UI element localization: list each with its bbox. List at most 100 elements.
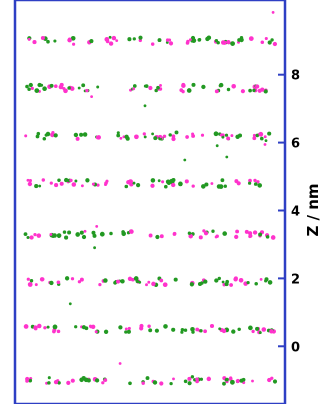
data-point bbox=[96, 85, 100, 89]
data-point bbox=[26, 235, 30, 240]
data-point bbox=[79, 132, 84, 137]
data-point bbox=[199, 329, 203, 333]
data-point bbox=[147, 280, 151, 284]
data-point bbox=[28, 82, 33, 88]
data-point bbox=[217, 276, 221, 281]
data-point bbox=[53, 133, 58, 138]
data-point bbox=[183, 158, 187, 162]
data-point bbox=[29, 279, 34, 283]
data-point bbox=[162, 282, 168, 288]
data-point bbox=[94, 330, 98, 334]
data-point bbox=[157, 38, 162, 43]
data-point bbox=[72, 42, 76, 46]
data-point bbox=[81, 325, 86, 330]
data-point bbox=[233, 277, 238, 282]
data-point bbox=[74, 325, 78, 329]
data-point bbox=[264, 36, 268, 41]
data-point bbox=[28, 179, 32, 183]
data-point bbox=[165, 38, 170, 42]
data-point bbox=[255, 326, 260, 331]
data-point bbox=[23, 324, 29, 329]
data-point bbox=[239, 378, 244, 383]
data-point bbox=[267, 40, 272, 45]
data-point bbox=[200, 133, 205, 137]
data-point bbox=[236, 181, 241, 186]
data-point bbox=[272, 41, 278, 47]
data-point bbox=[138, 35, 143, 40]
data-point bbox=[230, 134, 234, 138]
data-point bbox=[253, 182, 258, 186]
data-point bbox=[98, 282, 102, 287]
data-point bbox=[203, 329, 207, 334]
data-point bbox=[186, 39, 190, 44]
data-point bbox=[62, 230, 67, 234]
data-point bbox=[118, 325, 123, 330]
data-point bbox=[187, 376, 192, 381]
data-point bbox=[47, 376, 51, 380]
data-point bbox=[259, 277, 263, 281]
data-point bbox=[230, 41, 235, 46]
data-point bbox=[251, 379, 254, 383]
data-point bbox=[261, 327, 267, 332]
data-point bbox=[271, 11, 275, 14]
data-point bbox=[116, 131, 120, 135]
data-point bbox=[205, 36, 210, 42]
data-point bbox=[151, 132, 155, 136]
data-point bbox=[162, 134, 167, 139]
data-point bbox=[185, 135, 189, 139]
data-point bbox=[116, 279, 120, 284]
data-point bbox=[36, 233, 42, 238]
data-point bbox=[151, 281, 156, 287]
data-point bbox=[201, 84, 206, 90]
data-point bbox=[64, 235, 69, 240]
data-point bbox=[168, 41, 174, 46]
data-point bbox=[41, 178, 45, 182]
data-point bbox=[46, 39, 50, 44]
data-point bbox=[267, 280, 273, 285]
data-point bbox=[218, 84, 222, 88]
data-point bbox=[235, 229, 240, 234]
data-point bbox=[199, 377, 204, 381]
data-point bbox=[219, 133, 223, 137]
data-point bbox=[180, 330, 184, 334]
data-point bbox=[228, 376, 233, 381]
y-tick-label: 6 bbox=[291, 137, 300, 152]
data-point bbox=[33, 232, 37, 237]
data-point bbox=[163, 324, 168, 329]
data-point bbox=[198, 235, 203, 240]
data-point bbox=[27, 37, 31, 41]
data-point bbox=[190, 326, 195, 332]
data-point bbox=[238, 278, 244, 283]
data-point bbox=[91, 182, 95, 186]
data-point bbox=[132, 37, 136, 41]
data-point bbox=[79, 377, 84, 383]
data-point bbox=[30, 86, 34, 91]
data-point bbox=[66, 380, 71, 386]
data-point bbox=[81, 234, 87, 240]
data-point bbox=[195, 377, 199, 381]
data-point bbox=[49, 83, 54, 88]
data-point bbox=[248, 36, 254, 41]
data-point bbox=[64, 177, 69, 183]
data-point bbox=[82, 132, 88, 137]
data-point bbox=[223, 184, 227, 188]
data-point bbox=[246, 280, 250, 285]
data-point bbox=[179, 88, 184, 92]
data-point bbox=[215, 144, 219, 148]
data-point bbox=[116, 133, 121, 138]
data-point bbox=[214, 235, 218, 239]
plot-frame bbox=[13, 0, 287, 404]
data-point bbox=[36, 131, 41, 136]
data-point bbox=[258, 131, 264, 137]
data-point bbox=[26, 277, 30, 281]
data-point bbox=[136, 183, 141, 188]
data-point bbox=[43, 326, 47, 330]
data-point bbox=[171, 327, 176, 332]
data-point bbox=[143, 135, 147, 139]
data-point bbox=[152, 380, 158, 385]
data-point bbox=[206, 376, 212, 382]
data-point bbox=[59, 82, 64, 87]
data-point bbox=[213, 131, 219, 137]
data-point bbox=[215, 278, 219, 282]
data-point bbox=[26, 178, 30, 182]
